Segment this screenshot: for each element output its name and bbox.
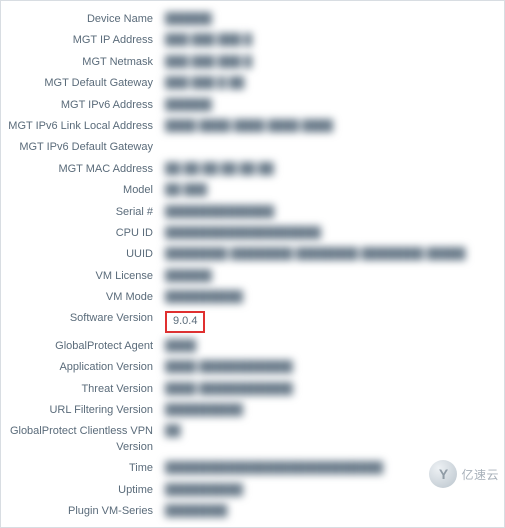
info-label: Time [1,461,161,476]
info-row: MGT IPv6 Link Local Address████ ████ ███… [1,116,504,137]
info-label: URL Filtering Version [1,403,161,418]
info-value: ████████ [161,504,504,519]
info-value: ██████ [161,12,504,27]
info-label: MGT IPv6 Default Gateway [1,140,161,155]
info-row: MGT MAC Address██ ██ ██ ██ ██ ██ [1,159,504,180]
watermark-text: 亿速云 [461,466,499,483]
info-label: VM Mode [1,290,161,305]
info-value: ████ [161,339,504,354]
info-row: MGT Default Gateway███ ███ █ ██ [1,73,504,94]
info-row: CPU ID████████████████████ [1,223,504,244]
highlighted-value: 9.0.4 [165,311,205,332]
info-label: Device Name [1,12,161,27]
info-row: MGT Netmask███ ███ ███ █ [1,52,504,73]
info-label: VM License [1,269,161,284]
info-row: GlobalProtect Clientless VPN Version██ [1,421,504,458]
info-label: MGT Netmask [1,55,161,70]
info-row: Model██ ███ [1,180,504,201]
info-value: 9.0.4 [161,311,504,332]
info-row: GlobalProtect Agent████ [1,336,504,357]
info-label: MGT MAC Address [1,162,161,177]
info-panel: Device Name██████MGT IP Address███ ███ █… [0,0,505,528]
info-label: CPU ID [1,226,161,241]
info-row: MGT IPv6 Default Gateway [1,137,504,158]
info-row: Plugin VM-Series████████ [1,501,504,522]
info-row: Serial #██████████████ [1,202,504,223]
info-value: ██████ [161,269,504,284]
info-label: UUID [1,247,161,262]
info-value: ███ ███ ███ █ [161,55,504,70]
info-value: ██ ██ ██ ██ ██ ██ [161,162,504,177]
info-row: UUID████████ ████████ ████████ ████████ … [1,244,504,265]
info-value: ██████████████ [161,205,504,220]
info-value: ████ ████████████ [161,382,504,397]
info-row: Software Version 9.0.4 [1,308,504,335]
info-row: Threat Version████ ████████████ [1,379,504,400]
info-value: ████████████████████ [161,226,504,241]
info-row: MGT IP Address███ ███ ███ █ [1,30,504,51]
info-value: ████ ████████████ [161,360,504,375]
info-value: ████ ████ ████ ████ ████ [161,119,504,134]
info-value: ███ ███ ███ █ [161,33,504,48]
info-label: MGT IPv6 Address [1,98,161,113]
info-row: Application Version████ ████████████ [1,357,504,378]
info-row: VM License██████ [1,266,504,287]
info-value: ██ ███ [161,183,504,198]
info-label: Uptime [1,483,161,498]
info-label: Model [1,183,161,198]
info-row: URL Filtering Version██████████ [1,400,504,421]
watermark: Y 亿速云 [429,460,499,488]
info-value: ████████ ████████ ████████ ████████ ████… [161,247,504,262]
info-label: Software Version [1,311,161,326]
info-label: MGT IP Address [1,33,161,48]
info-value: ███ ███ █ ██ [161,76,504,91]
info-label: GlobalProtect Agent [1,339,161,354]
info-row: Device Name██████ [1,9,504,30]
info-value: ██████████ [161,403,504,418]
info-value: ██████ [161,98,504,113]
info-value: ██████████ [161,290,504,305]
info-label: Plugin VM-Series [1,504,161,519]
watermark-ball-icon: Y [429,460,457,488]
info-label: Application Version [1,360,161,375]
info-row: VM Mode██████████ [1,287,504,308]
info-value: ██ [161,424,504,439]
info-label: Serial # [1,205,161,220]
info-label: MGT Default Gateway [1,76,161,91]
info-label: MGT IPv6 Link Local Address [1,119,161,134]
info-row: MGT IPv6 Address██████ [1,95,504,116]
rows-container: Device Name██████MGT IP Address███ ███ █… [1,9,504,522]
info-label: GlobalProtect Clientless VPN Version [1,424,161,455]
info-label: Threat Version [1,382,161,397]
